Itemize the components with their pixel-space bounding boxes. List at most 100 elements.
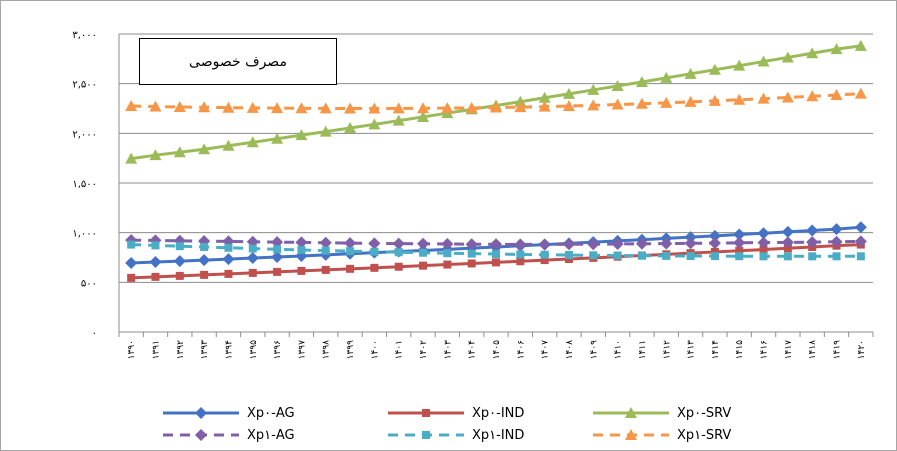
legend-marker <box>422 431 430 439</box>
data-point <box>465 101 478 113</box>
data-point <box>686 252 695 261</box>
data-point <box>394 262 403 271</box>
data-point <box>417 237 430 250</box>
data-point <box>684 95 697 107</box>
data-point <box>757 227 770 240</box>
data-point <box>200 270 209 279</box>
data-point <box>297 266 306 275</box>
data-point <box>344 237 357 250</box>
data-point <box>781 51 794 63</box>
data-point <box>392 114 405 126</box>
data-point <box>222 101 235 113</box>
series-4 <box>127 240 865 261</box>
data-point <box>392 237 405 250</box>
legend-label: Xp۰-AG <box>247 405 295 421</box>
data-point <box>125 152 138 164</box>
data-point <box>222 139 235 151</box>
data-point <box>370 263 379 272</box>
data-point <box>538 100 551 112</box>
y-tick-label: ۱,۰۰۰ <box>72 229 97 240</box>
data-point <box>271 236 284 249</box>
series-5 <box>125 87 867 114</box>
data-point <box>441 102 454 114</box>
data-point <box>125 256 138 269</box>
data-point <box>151 241 160 250</box>
legend-item: Xp۱-AG <box>161 425 295 445</box>
legend-label: Xp۰-IND <box>472 405 525 421</box>
data-point <box>856 252 865 261</box>
x-tick-label: ۱۴۰۸ <box>565 340 575 360</box>
x-tick-label: ۱۳۹۲ <box>176 340 186 360</box>
data-point <box>467 259 476 268</box>
legend-label: Xp۱-AG <box>247 427 295 443</box>
data-point <box>392 102 405 114</box>
data-point <box>368 237 381 250</box>
chart-title: مصرف خصوصی <box>139 38 337 85</box>
data-point <box>660 96 673 108</box>
x-tick-label: ۱۳۹۶ <box>273 340 283 360</box>
legend-swatch <box>593 407 669 418</box>
data-point <box>441 237 454 250</box>
data-point <box>708 63 721 75</box>
x-tick-label: ۱۴۱۴ <box>711 340 721 360</box>
x-tick-label: ۱۳۹۳ <box>200 340 210 360</box>
x-tick-label: ۱۴۱۷ <box>784 340 794 360</box>
data-point <box>733 236 746 249</box>
legend-marker <box>422 409 430 417</box>
data-point <box>806 236 819 249</box>
data-point <box>635 75 648 87</box>
data-point <box>368 118 381 130</box>
data-point <box>173 101 186 113</box>
data-point <box>562 87 575 99</box>
data-point <box>246 251 259 264</box>
y-tick-label: ۵۰۰ <box>81 278 97 289</box>
data-point <box>198 254 211 267</box>
data-point <box>781 236 794 249</box>
data-point <box>271 251 284 264</box>
data-point <box>175 271 184 280</box>
data-point <box>443 260 452 269</box>
legend-swatch <box>593 429 669 440</box>
data-point <box>540 250 549 259</box>
data-point <box>222 253 235 266</box>
x-tick-label: ۱۳۹۹ <box>346 340 356 360</box>
legend-swatch <box>163 407 239 419</box>
data-point <box>854 39 867 51</box>
data-point <box>295 129 308 141</box>
data-point <box>781 225 794 238</box>
data-point <box>854 221 867 234</box>
chart-legend: Xp۰-AG Xp۰-IND Xp۰-SRV Xp۱-AG Xp۱-IND Xp۱-SRV <box>161 401 811 447</box>
data-point <box>781 91 794 103</box>
data-point <box>587 99 600 111</box>
y-tick-label: ۳,۰۰۰ <box>72 30 97 41</box>
y-tick-label: ۰ <box>92 328 97 339</box>
data-point <box>611 79 624 91</box>
x-tick-label: ۱۴۰۶ <box>516 340 526 360</box>
chart-plot: ۰ ۵۰۰ ۱,۰۰۰ ۱,۵۰۰ ۲,۰۰۰ ۲,۵۰۰ ۳,۰۰۰ ۱۳۹۰ ۱۳۹۱ ۱۳۹… <box>72 30 874 360</box>
data-point <box>297 245 306 254</box>
data-point <box>806 224 819 237</box>
data-point <box>733 59 746 71</box>
x-tick-label: ۱۴۰۴ <box>468 340 478 360</box>
data-point <box>346 247 355 256</box>
data-point <box>127 240 136 249</box>
data-point <box>248 268 257 277</box>
x-tick-label: ۱۴۲۰ <box>857 340 867 359</box>
data-point <box>125 100 138 112</box>
data-point <box>516 257 525 266</box>
x-tick-label: ۱۳۹۱ <box>151 340 161 359</box>
legend-marker <box>625 429 637 440</box>
data-point <box>564 251 573 260</box>
x-tick-label: ۱۴۰۰ <box>370 340 380 359</box>
legend-swatch <box>388 431 464 439</box>
x-tick-label: ۱۴۱۱ <box>638 340 648 359</box>
data-point <box>830 235 843 248</box>
x-tick-label: ۱۴۱۰ <box>614 340 624 359</box>
x-tick-label: ۱۴۰۹ <box>589 340 599 360</box>
data-point <box>733 93 746 105</box>
data-point <box>611 237 624 250</box>
data-point <box>783 252 792 261</box>
data-point <box>417 110 430 122</box>
data-point <box>587 238 600 251</box>
